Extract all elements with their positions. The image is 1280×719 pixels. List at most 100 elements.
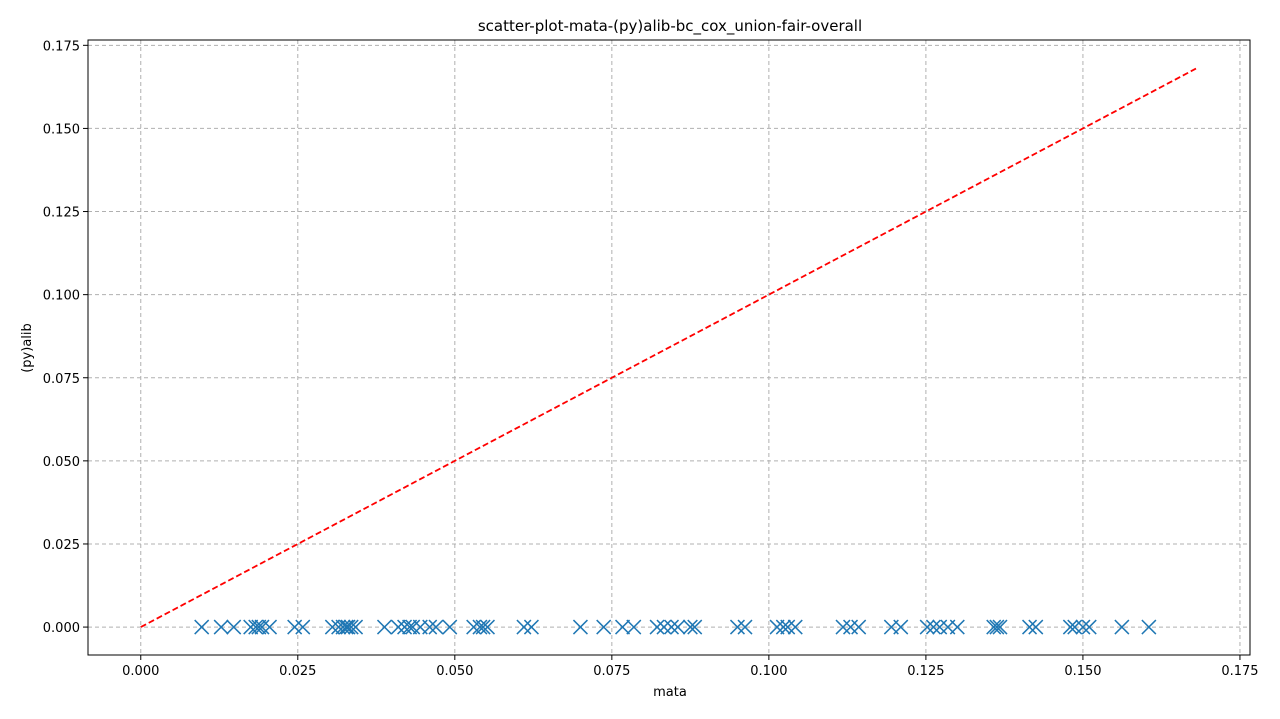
y-axis-title: (py)alib: [20, 323, 35, 373]
data-point: [614, 619, 631, 635]
data-point-stroke: [989, 619, 1005, 635]
data-point-stroke: [835, 619, 851, 635]
data-point: [422, 619, 438, 635]
data-point-stroke: [842, 619, 859, 635]
data-point: [248, 619, 264, 635]
data-point: [261, 619, 278, 635]
data-point-stroke: [992, 619, 1008, 635]
data-point: [516, 619, 532, 635]
data-point-stroke: [248, 619, 264, 635]
data-point-stroke: [428, 619, 444, 635]
data-point: [287, 619, 303, 635]
data-point-stroke: [376, 619, 392, 635]
data-point-stroke: [254, 619, 270, 635]
data-point-stroke: [402, 619, 418, 635]
data-point-stroke: [663, 619, 680, 635]
data-point: [213, 619, 229, 635]
x-tick-label: 0.025: [279, 664, 316, 679]
y-tick-label: 0.075: [43, 372, 80, 387]
data-point: [670, 619, 686, 635]
data-point-stroke: [1114, 619, 1130, 635]
data-point: [335, 619, 351, 635]
data-point: [986, 619, 1002, 635]
data-point: [442, 619, 458, 635]
data-point-stroke: [523, 619, 539, 635]
data-point: [787, 619, 803, 635]
data-point-stroke: [1028, 619, 1044, 635]
x-tick-label: 0.050: [436, 664, 473, 679]
data-point: [1028, 619, 1044, 635]
data-point-stroke: [1075, 619, 1091, 635]
x-axis: 0.000 0.025 0.050 0.075 0.100 0.125 0.150 0.175: [122, 655, 1259, 679]
data-point: [649, 619, 665, 635]
data-point: [1062, 619, 1078, 635]
y-tick-label: 0.100: [43, 289, 80, 304]
data-point-stroke: [649, 619, 665, 635]
y-tick-label: 0.175: [43, 39, 80, 54]
x-tick-label: 0.175: [1221, 664, 1258, 679]
chart-title: scatter-plot-mata-(py)alib-bc_cox_union-…: [478, 17, 862, 36]
data-point-stroke: [893, 619, 909, 635]
data-point: [989, 619, 1005, 635]
data-point: [780, 619, 796, 635]
data-point-stroke: [442, 619, 458, 635]
data-point-stroke: [390, 619, 406, 635]
x-tick-label: 0.075: [593, 664, 630, 679]
grid-lines: [88, 40, 1250, 655]
x-tick-label: 0.000: [122, 664, 159, 679]
data-point-stroke: [405, 619, 421, 635]
y-tick-label: 0.050: [43, 455, 80, 470]
data-point-stroke: [572, 619, 588, 635]
data-point: [348, 619, 364, 635]
data-point: [656, 619, 672, 635]
data-point-stroke: [213, 619, 229, 635]
data-point-stroke: [1141, 619, 1157, 635]
data-point-stroke: [340, 619, 356, 635]
data-point: [687, 619, 703, 635]
data-point: [775, 619, 791, 635]
x-axis-title: mata: [653, 685, 687, 700]
y-tick-label: 0.125: [43, 206, 80, 221]
data-point: [340, 619, 356, 635]
data-point: [472, 619, 488, 635]
data-point: [390, 619, 406, 635]
data-point-stroke: [780, 619, 796, 635]
data-point: [949, 619, 965, 635]
data-point-stroke: [348, 619, 364, 635]
data-point: [402, 619, 418, 635]
data-point-stroke: [397, 619, 413, 635]
data-point-stroke: [670, 619, 686, 635]
data-point-stroke: [656, 619, 672, 635]
data-point: [626, 619, 642, 635]
data-point-stroke: [226, 619, 242, 635]
data-point: [226, 619, 242, 635]
data-point-stroke: [729, 619, 745, 635]
data-point: [343, 619, 359, 635]
y-tick-label: 0.150: [43, 122, 80, 137]
data-point: [682, 619, 698, 635]
data-point: [475, 619, 491, 635]
reference-line-layer: [140, 67, 1197, 628]
data-point-stroke: [261, 619, 278, 635]
data-point-stroke: [479, 619, 496, 635]
data-point-stroke: [1062, 619, 1078, 635]
data-point-stroke: [626, 619, 642, 635]
data-point: [194, 619, 210, 635]
data-point: [1114, 619, 1130, 635]
data-point: [842, 619, 859, 635]
data-point-stroke: [287, 619, 303, 635]
data-point: [596, 619, 612, 635]
data-point-stroke: [335, 619, 351, 635]
plot-frame: [87, 39, 1251, 656]
data-point: [893, 619, 909, 635]
data-point: [851, 619, 867, 635]
data-point-stroke: [932, 619, 948, 635]
y-tick-label: 0.025: [43, 538, 80, 553]
data-point-stroke: [324, 619, 340, 635]
data-point-stroke: [925, 619, 941, 635]
data-point-stroke: [986, 619, 1002, 635]
data-point-stroke: [682, 619, 698, 635]
data-point: [295, 619, 311, 635]
